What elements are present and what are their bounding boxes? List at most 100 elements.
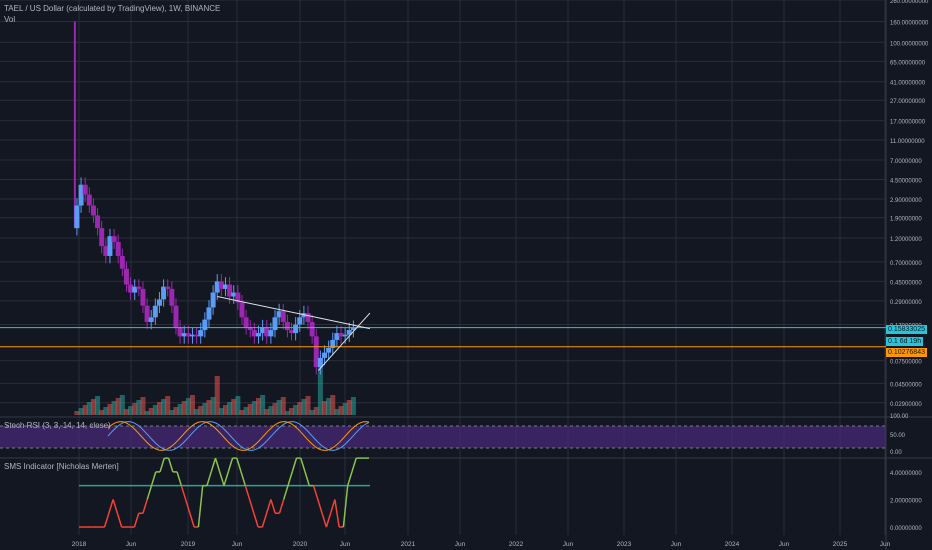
candle xyxy=(350,327,356,331)
sms-segment xyxy=(342,485,349,528)
price-tick-label: 100.00000000 xyxy=(890,41,929,47)
candle xyxy=(107,236,113,256)
sms-segment xyxy=(133,513,140,528)
candle xyxy=(322,352,328,358)
volume-label: Vol xyxy=(4,15,16,24)
price-level-lines xyxy=(0,327,886,348)
volume-bar xyxy=(268,406,274,415)
volume-bar xyxy=(99,410,105,415)
volume-bar xyxy=(235,396,241,415)
time-tick-label: Jun xyxy=(340,541,351,548)
sms-segment xyxy=(261,513,268,528)
candle xyxy=(198,330,204,337)
volume-bar xyxy=(156,402,162,415)
candle xyxy=(132,286,138,293)
candle xyxy=(293,324,299,334)
price-tick-label: 0.07500000 xyxy=(890,360,922,366)
sms-segment xyxy=(189,513,195,528)
time-tick-label: Jun xyxy=(880,541,891,548)
sms-segment xyxy=(300,457,306,473)
stoch-rsi-panel xyxy=(0,421,886,451)
sms-segment xyxy=(112,499,119,514)
sms-segment xyxy=(159,457,166,473)
sms-segment xyxy=(265,499,272,514)
volume-bar xyxy=(301,399,307,415)
sms-segment xyxy=(312,485,319,500)
volume-bar xyxy=(111,401,117,415)
price-candles xyxy=(73,21,356,375)
sms-segment xyxy=(150,471,157,486)
volume-bar xyxy=(346,400,352,415)
volume-bar xyxy=(144,411,150,415)
price-tick-label: 17.00000000 xyxy=(890,120,926,126)
time-tick-label: Jun xyxy=(232,541,243,548)
volume-bar xyxy=(255,398,261,415)
trendline[interactable] xyxy=(217,296,371,330)
sms-segment xyxy=(317,499,323,514)
volume-bar xyxy=(297,402,303,415)
volume-bar xyxy=(338,406,344,415)
volume-bar xyxy=(90,399,96,415)
volume-bar xyxy=(284,411,290,415)
candle xyxy=(251,330,257,337)
candle xyxy=(103,246,109,256)
candle xyxy=(342,334,348,337)
time-tick-label: Jun xyxy=(563,541,574,548)
volume-bar xyxy=(185,398,191,415)
sms-segment xyxy=(334,499,340,528)
volume-bar xyxy=(95,396,101,415)
price-tick-label: 160.00000000 xyxy=(890,20,929,26)
candle xyxy=(95,215,101,229)
time-tick-label: 2024 xyxy=(725,541,740,548)
time-axis[interactable]: 2018 Jun 2019 Jun 2020 Jun 2021 Jun 2022 Jun 2023 J… xyxy=(72,541,891,548)
candle xyxy=(144,305,150,322)
candle xyxy=(123,268,129,285)
chart-title: TAEL / US Dollar (calculated by TradingV… xyxy=(4,4,221,13)
volume-bar xyxy=(173,407,179,415)
volume-bar xyxy=(119,395,125,415)
volume-bar xyxy=(86,402,92,415)
price-tick-label: 65.00000000 xyxy=(890,60,926,66)
sms-segment xyxy=(214,457,221,473)
sms-segment xyxy=(146,485,153,500)
candle xyxy=(276,311,282,318)
trendline[interactable] xyxy=(317,312,371,371)
time-tick-label: Jun xyxy=(126,541,137,548)
candle xyxy=(214,281,220,293)
price-axis[interactable]: 260.00000000 160.00000000 100.00000000 65.0… xyxy=(890,0,929,532)
candle xyxy=(346,330,352,335)
volume-bar xyxy=(309,410,315,415)
time-tick-label: Jun xyxy=(671,541,682,548)
volume-bar xyxy=(74,411,80,415)
candle xyxy=(140,288,146,306)
sms-segment xyxy=(167,457,174,473)
volume-bar xyxy=(82,405,88,415)
volume-bar xyxy=(78,408,84,415)
sms-segment xyxy=(184,499,191,514)
candle xyxy=(218,281,224,289)
candle xyxy=(317,357,323,368)
candle xyxy=(272,317,278,331)
candle xyxy=(264,327,270,337)
sms-segment xyxy=(210,457,217,473)
volume-bar xyxy=(239,410,245,415)
cyan-price-tag: 0.15833025 xyxy=(886,325,927,334)
stoch-tick-label: 50.00 xyxy=(890,433,906,439)
candle xyxy=(338,333,344,337)
time-tick-label: 2021 xyxy=(401,541,416,548)
stoch-rsi-label: Stoch RSI (3, 3, 14, 14, close) xyxy=(4,421,111,430)
sms-segment xyxy=(223,471,229,486)
time-tick-label: 2020 xyxy=(293,541,308,548)
time-tick-label: Jun xyxy=(455,541,466,548)
candle xyxy=(297,317,303,325)
volume-bar xyxy=(251,401,257,415)
stoch-tick-label: 100.00 xyxy=(890,414,909,420)
candle xyxy=(115,241,121,256)
price-tick-label: 0.29000000 xyxy=(890,300,922,306)
volume-bar xyxy=(317,364,323,415)
candle xyxy=(169,288,175,306)
time-tick-label: 2022 xyxy=(509,541,524,548)
price-tick-label: 1.90000000 xyxy=(890,217,922,223)
